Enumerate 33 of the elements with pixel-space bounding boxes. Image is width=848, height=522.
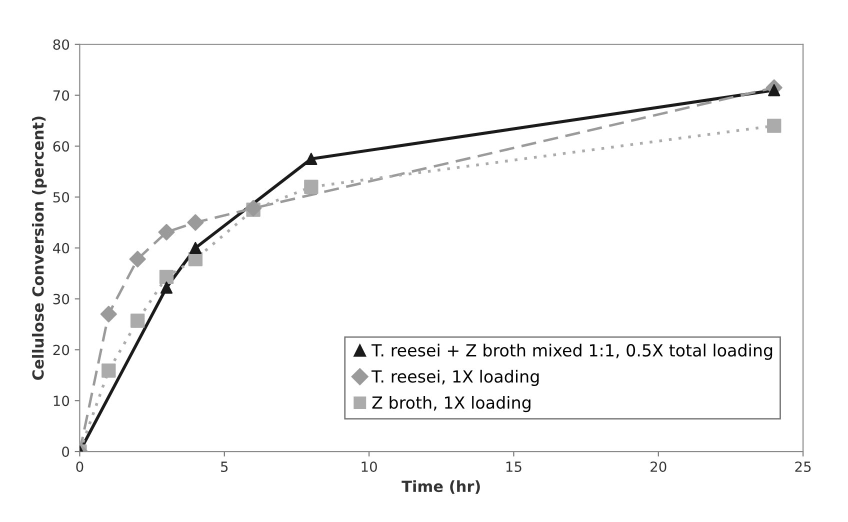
point xyxy=(304,180,318,194)
point xyxy=(158,224,175,240)
x-tick-label: 0 xyxy=(76,461,84,472)
x-tick-label: 15 xyxy=(506,462,522,472)
legend-label: Z broth, 1X loading xyxy=(372,396,530,412)
x-tick-label: 20 xyxy=(650,461,666,472)
point xyxy=(305,152,318,165)
point xyxy=(129,250,146,268)
point xyxy=(187,214,204,231)
y-tick-label: 60 xyxy=(53,141,70,152)
x-tick-label: 10 xyxy=(362,461,377,472)
y-tick-label: 80 xyxy=(53,39,70,50)
x-tick-label: 5 xyxy=(221,462,228,472)
point xyxy=(100,306,117,322)
point xyxy=(160,282,173,294)
x-axis-title: Time (hr) xyxy=(402,480,480,494)
y-tick-label: 10 xyxy=(54,396,70,406)
point xyxy=(159,270,174,284)
point xyxy=(189,242,202,254)
y-tick-label: 30 xyxy=(53,294,70,304)
y-tick-label: 20 xyxy=(53,344,70,356)
point xyxy=(102,364,116,378)
point xyxy=(130,314,145,328)
legend-label: T. reesei + Z broth mixed 1:1, 0.5X total loading xyxy=(371,344,772,360)
y-tick-label: 40 xyxy=(52,242,70,254)
point xyxy=(767,118,782,133)
y-axis-title: Cellulose Conversion (percent) xyxy=(32,116,47,380)
legend-label: T. reesei, 1X loading xyxy=(371,370,539,386)
point xyxy=(245,200,262,217)
y-tick-label: 0 xyxy=(62,446,70,458)
y-tick-label: 70 xyxy=(53,90,70,101)
y-tick-label: 50 xyxy=(53,192,70,203)
x-tick-label: 25 xyxy=(795,461,811,472)
